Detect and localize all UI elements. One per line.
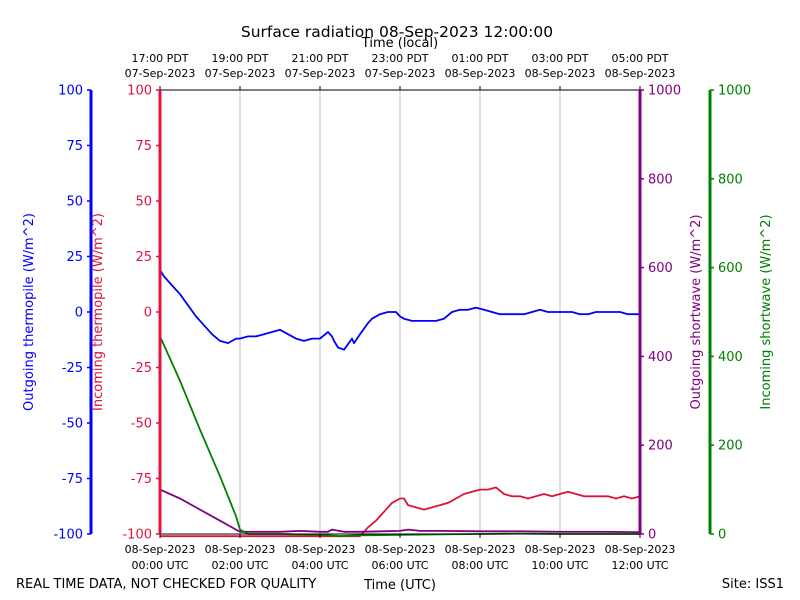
incoming-thermopile-tick-label: 50 bbox=[135, 195, 152, 210]
gridlines bbox=[239, 90, 561, 534]
x-tick-label-date: 08-Sep-2023 bbox=[525, 543, 596, 556]
incoming-shortwave-tick-label: 800 bbox=[718, 172, 743, 187]
outgoing-thermopile-tick-label: -50 bbox=[62, 417, 83, 432]
incoming-shortwave-tick-label: 1000 bbox=[718, 84, 751, 99]
incoming-thermopile-tick-label: -100 bbox=[122, 528, 152, 543]
top-tick-label-date: 07-Sep-2023 bbox=[205, 67, 276, 80]
x-tick-label-date: 08-Sep-2023 bbox=[205, 543, 276, 556]
top-axis-label: Time (local) bbox=[361, 36, 438, 51]
top-tick-label-time: 01:00 PDT bbox=[451, 52, 508, 65]
outgoing-thermopile-tick-label: -25 bbox=[62, 361, 83, 376]
top-tick-label-date: 08-Sep-2023 bbox=[445, 67, 516, 80]
outgoing-thermopile-tick-label: -100 bbox=[53, 528, 83, 543]
top-tick-label-time: 19:00 PDT bbox=[211, 52, 268, 65]
outgoing-thermopile-axis-label: Outgoing thermopile (W/m^2) bbox=[22, 213, 37, 411]
incoming-thermopile-tick-label: -75 bbox=[131, 472, 152, 487]
incoming-thermopile-tick-label: 75 bbox=[135, 139, 152, 154]
top-tick-label-date: 08-Sep-2023 bbox=[525, 67, 596, 80]
axes-layer: 08-Sep-2023 00:00 UTC 08-Sep-2023 02:00 UTC… bbox=[22, 52, 774, 572]
series-line-outgoing-shortwave bbox=[159, 488, 641, 534]
x-tick-label-date: 08-Sep-2023 bbox=[285, 543, 356, 556]
top-tick-label-time: 05:00 PDT bbox=[611, 52, 668, 65]
incoming-thermopile-tick-label: 0 bbox=[144, 306, 152, 321]
outgoing-thermopile-tick-label: 25 bbox=[66, 250, 83, 265]
top-tick-label-date: 08-Sep-2023 bbox=[605, 67, 676, 80]
top-tick-label-time: 17:00 PDT bbox=[131, 52, 188, 65]
x-axis-label: Time (UTC) bbox=[363, 578, 436, 593]
x-tick-label-date: 08-Sep-2023 bbox=[445, 543, 516, 556]
outgoing-shortwave-tick-label: 400 bbox=[648, 350, 673, 365]
top-tick-label-date: 07-Sep-2023 bbox=[365, 67, 436, 80]
incoming-shortwave-tick-label: 400 bbox=[718, 350, 743, 365]
outgoing-shortwave-tick-label: 600 bbox=[648, 261, 673, 276]
outgoing-thermopile-tick-label: 0 bbox=[75, 306, 83, 321]
outgoing-shortwave-axis-label: Outgoing shortwave (W/m^2) bbox=[689, 214, 704, 409]
x-tick-label-time: 04:00 UTC bbox=[291, 559, 348, 572]
x-tick-label-time: 02:00 UTC bbox=[211, 559, 268, 572]
x-tick-label-time: 12:00 UTC bbox=[611, 559, 668, 572]
x-tick-label-date: 08-Sep-2023 bbox=[365, 543, 436, 556]
top-tick-label-time: 21:00 PDT bbox=[291, 52, 348, 65]
x-tick-label-time: 06:00 UTC bbox=[371, 559, 428, 572]
incoming-thermopile-tick-label: -50 bbox=[131, 417, 152, 432]
outgoing-shortwave-tick-label: 800 bbox=[648, 172, 673, 187]
x-tick-label-date: 08-Sep-2023 bbox=[605, 543, 676, 556]
incoming-shortwave-tick-label: 0 bbox=[718, 528, 726, 543]
incoming-thermopile-tick-label: 100 bbox=[127, 84, 152, 99]
incoming-thermopile-axis-label: Incoming thermopile (W/m^2) bbox=[91, 213, 106, 411]
top-tick-label-time: 03:00 PDT bbox=[531, 52, 588, 65]
x-tick-label-time: 08:00 UTC bbox=[451, 559, 508, 572]
outgoing-thermopile-tick-label: 100 bbox=[58, 84, 83, 99]
series-line-outgoing-thermopile bbox=[159, 269, 640, 351]
outgoing-thermopile-tick-label: 50 bbox=[66, 195, 83, 210]
incoming-shortwave-axis-label: Incoming shortwave (W/m^2) bbox=[759, 214, 774, 409]
top-tick-label-date: 07-Sep-2023 bbox=[285, 67, 356, 80]
incoming-thermopile-tick-label: 25 bbox=[135, 250, 152, 265]
outgoing-thermopile-tick-label: 75 bbox=[66, 139, 83, 154]
site-label: Site: ISS1 bbox=[722, 577, 784, 592]
x-tick-label-time: 10:00 UTC bbox=[531, 559, 588, 572]
incoming-shortwave-tick-label: 200 bbox=[718, 439, 743, 454]
outgoing-shortwave-tick-label: 0 bbox=[648, 528, 656, 543]
x-tick-label-date: 08-Sep-2023 bbox=[125, 543, 196, 556]
outgoing-shortwave-tick-label: 200 bbox=[648, 439, 673, 454]
incoming-shortwave-tick-label: 600 bbox=[718, 261, 743, 276]
top-tick-label-date: 07-Sep-2023 bbox=[125, 67, 196, 80]
outgoing-thermopile-tick-label: -75 bbox=[62, 472, 83, 487]
incoming-thermopile-tick-label: -25 bbox=[131, 361, 152, 376]
x-tick-label-time: 00:00 UTC bbox=[131, 559, 188, 572]
chart-title: Surface radiation 08-Sep-2023 12:00:00 bbox=[241, 23, 553, 41]
outgoing-shortwave-tick-label: 1000 bbox=[648, 84, 681, 99]
top-tick-label-time: 23:00 PDT bbox=[371, 52, 428, 65]
quality-disclaimer: REAL TIME DATA, NOT CHECKED FOR QUALITY bbox=[16, 577, 316, 592]
